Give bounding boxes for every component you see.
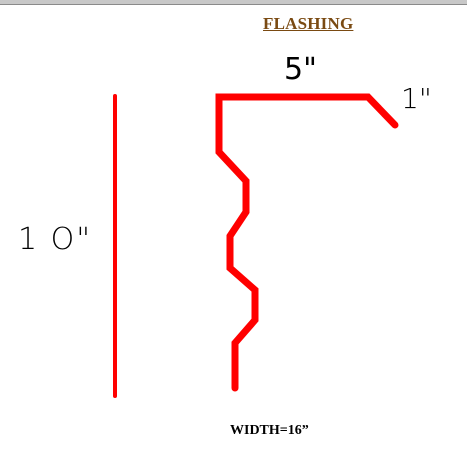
- width-note: WIDTH=16”: [230, 423, 309, 438]
- diagram-title: FLASHING: [263, 14, 354, 33]
- lip-length-label: 1": [401, 82, 432, 115]
- height-label: 1 O": [18, 222, 93, 257]
- window-top-border: [0, 0, 467, 5]
- flashing-profile: [215, 93, 399, 392]
- top-length-label: 5": [284, 52, 317, 87]
